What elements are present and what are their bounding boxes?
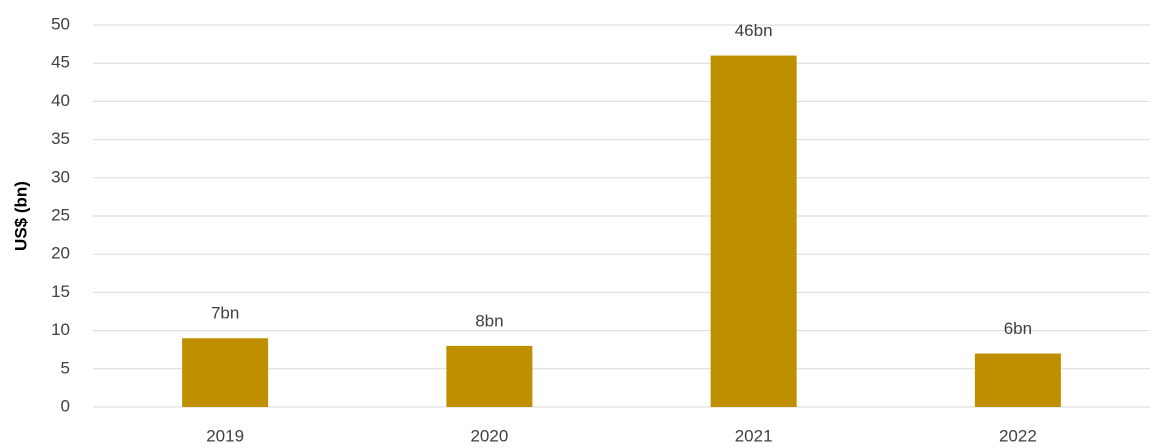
x-tick-label: 2019 bbox=[206, 426, 244, 445]
bar bbox=[446, 345, 533, 407]
x-tick-label: 2020 bbox=[470, 426, 508, 445]
y-tick-label: 45 bbox=[51, 53, 70, 72]
y-tick-label: 50 bbox=[51, 14, 70, 33]
y-tick-label: 40 bbox=[51, 91, 70, 110]
annotation: 46bn bbox=[735, 21, 773, 40]
y-tick-label: 35 bbox=[51, 129, 70, 148]
y-tick-label: 20 bbox=[51, 244, 70, 263]
annotation: 8bn bbox=[475, 311, 503, 330]
y-tick-label: 15 bbox=[51, 282, 70, 301]
y-axis-title: US$ (bn) bbox=[11, 181, 30, 251]
annotation: 6bn bbox=[1004, 319, 1032, 338]
bar bbox=[710, 55, 797, 408]
y-tick-label: 0 bbox=[61, 396, 70, 415]
annotation: 7bn bbox=[211, 304, 239, 323]
bar bbox=[974, 353, 1061, 407]
bar bbox=[182, 338, 269, 407]
x-tick-label: 2022 bbox=[999, 426, 1037, 445]
y-tick-label: 5 bbox=[61, 358, 70, 377]
y-tick-label: 30 bbox=[51, 167, 70, 186]
y-tick-label: 10 bbox=[51, 320, 70, 339]
x-tick-label: 2021 bbox=[735, 426, 773, 445]
y-tick-label: 25 bbox=[51, 205, 70, 224]
